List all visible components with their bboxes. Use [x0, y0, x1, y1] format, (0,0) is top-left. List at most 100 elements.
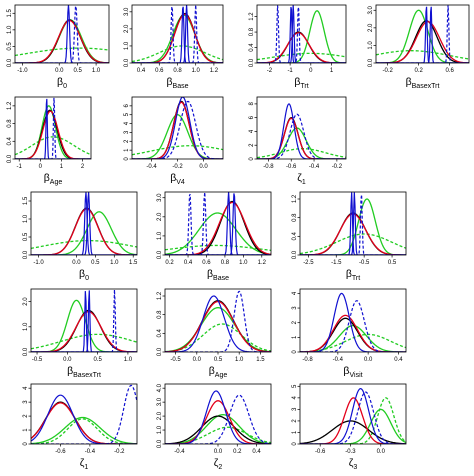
x-tick-label: -0.5: [359, 260, 370, 266]
y-tick-label: 1: [124, 148, 130, 152]
density-curve-green-dashed: [15, 136, 91, 156]
panel-p7: -0.8 -0.6 -0.4 -0.2 0 2 4 6 8 ζ1: [249, 96, 347, 186]
panel-p10: -2.5 -1.5 -0.5 0.5 0.0 0.4 0.8 1.2 βTrt: [292, 191, 407, 282]
density-curve-green: [257, 10, 346, 63]
curves-p4: [376, 5, 469, 63]
y-tick-label: 3: [124, 130, 130, 134]
density-curve-green-dashed: [300, 333, 406, 352]
y-tick-label: 0.0: [7, 154, 13, 163]
density-curve-green-dashed: [15, 47, 109, 57]
x-tick-label: 0.4: [184, 260, 193, 266]
x-tick-label: -0.4: [333, 357, 344, 363]
x-tick-label: 0.5: [388, 260, 397, 266]
curves-p16: [300, 388, 406, 444]
y-tick-label: 3.0: [368, 5, 374, 14]
density-curve-black: [165, 300, 271, 352]
y-tick-label: 4.0: [157, 383, 163, 392]
y-tick-label: 0.5: [7, 42, 13, 51]
y-tick-label: 6: [249, 115, 255, 119]
y-tick-label: 0.0: [124, 58, 130, 67]
density-curve-red: [31, 402, 137, 444]
density-curve-blue: [300, 192, 406, 255]
x-axis-label: β0: [57, 76, 67, 90]
density-curve-blue: [15, 5, 109, 63]
y-tick-label: 0.0: [368, 58, 374, 67]
curves-p12: [165, 290, 271, 352]
density-curve-green-dashed: [132, 145, 223, 156]
x-tick-label: -0.5: [32, 357, 43, 363]
x-tick-label: 1.0: [192, 68, 201, 74]
plot-frame: [299, 288, 407, 353]
plot-frame: [164, 383, 272, 445]
panel-p13: -0.8 -0.4 0.0 0.4 0 1 2 3 4 βVisit: [292, 288, 407, 379]
y-tick-label: 0.0: [157, 347, 163, 356]
curves-p9: [165, 192, 271, 255]
x-tick-label: 0.5: [93, 357, 102, 363]
x-axis-label: ζ1: [297, 172, 306, 186]
density-curve-green-dashed: [31, 333, 137, 350]
y-tick-label: 4: [124, 121, 130, 125]
density-curve-green: [165, 307, 271, 352]
x-axis-label: βTrt: [346, 268, 360, 282]
x-tick-label: 0.0: [72, 260, 81, 266]
density-curve-blue: [300, 388, 406, 444]
density-curve-green: [15, 19, 109, 63]
density-curve-green-dashed: [257, 148, 346, 159]
curves-p7: [257, 103, 346, 159]
y-tick-label: 4: [292, 396, 298, 400]
y-tick-label: 3.0: [157, 193, 163, 202]
density-curve-red: [165, 300, 271, 352]
density-curve-red: [376, 21, 469, 63]
y-tick-label: 0.8: [7, 119, 13, 128]
plot-frame: [256, 96, 347, 160]
density-curve-red: [15, 19, 109, 63]
x-tick-label: 1.5: [129, 260, 138, 266]
y-tick-label: 3: [23, 400, 29, 404]
y-tick-label: 4: [292, 291, 298, 295]
x-tick-label: -2.5: [303, 260, 314, 266]
x-axis-label: ζ3: [349, 457, 358, 471]
x-tick-label: -0.4: [85, 449, 96, 455]
x-axis-label: βV4: [170, 172, 185, 186]
x-axis-label: βBasexTrt: [67, 365, 101, 379]
y-tick-label: 5: [292, 384, 298, 388]
x-tick-label: 0: [309, 68, 313, 74]
x-tick-label: -2: [267, 68, 273, 74]
y-tick-label: 2: [249, 143, 255, 147]
x-axis-label: βAge: [44, 172, 63, 186]
plot-frame: [164, 191, 272, 256]
x-tick-label: 0.2: [414, 68, 423, 74]
y-tick-label: 1.0: [157, 425, 163, 434]
density-curve-green: [300, 408, 406, 444]
y-tick-label: 3.0: [124, 7, 130, 16]
curves-p3: [257, 5, 346, 63]
density-curve-green-dashed: [132, 45, 223, 63]
x-tick-label: 1: [330, 68, 334, 74]
y-tick-label: 0: [292, 442, 298, 446]
x-tick-label: -0.6: [315, 449, 326, 455]
y-tick-label: 0.4: [7, 136, 13, 145]
density-curve-green: [165, 212, 271, 255]
x-tick-label: 0.0: [364, 357, 373, 363]
x-tick-label: -0.2: [332, 164, 343, 170]
plot-frame: [30, 383, 138, 445]
curves-p8: [31, 192, 137, 255]
panel-p4: -0.2 0.2 0.6 0.0 1.0 2.0 3.0 βBasexTrt: [368, 4, 470, 90]
y-tick-label: 0.0: [23, 250, 29, 259]
density-curve-red: [300, 213, 406, 255]
y-tick-label: 3: [292, 407, 298, 411]
panel-p3: -2 -1 0 1 0.0 0.4 0.8 1.2 βTrt: [249, 4, 347, 90]
panel-p2: 0.4 0.6 0.8 1.0 1.2 0.0 1.0 2.0 3.0 βBase: [124, 4, 224, 90]
y-tick-label: 2.0: [124, 24, 130, 33]
plot-frame: [14, 96, 92, 160]
curves-p1: [15, 5, 109, 63]
curves-p6: [132, 97, 223, 159]
x-axis-label: βAge: [209, 365, 228, 379]
y-tick-label: 0.0: [7, 58, 13, 67]
y-tick-label: 1.0: [23, 322, 29, 331]
y-tick-label: 1.2: [157, 291, 163, 300]
x-tick-label: -0.4: [309, 164, 320, 170]
x-tick-label: 0.4: [252, 449, 261, 455]
y-tick-label: 0.4: [292, 232, 298, 241]
